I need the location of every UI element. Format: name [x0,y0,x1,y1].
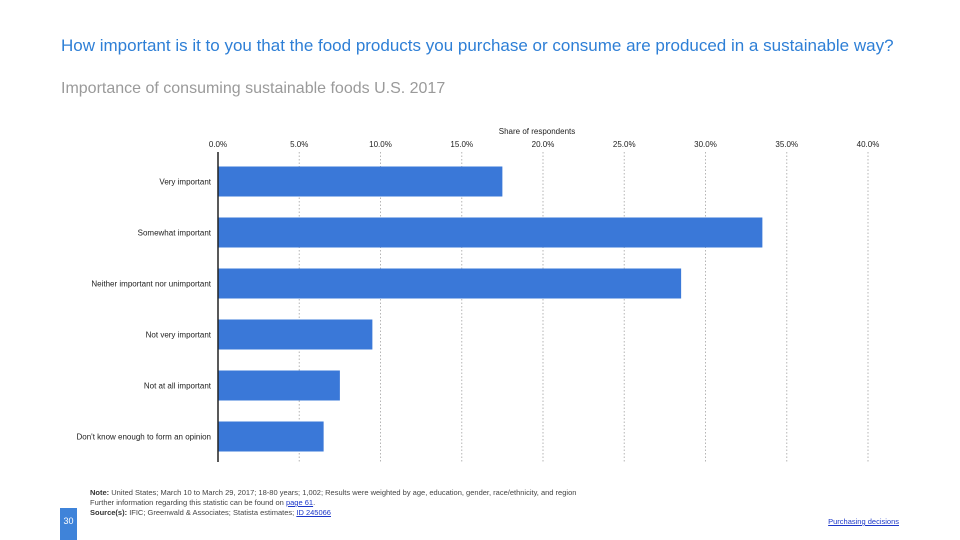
x-tick-label: 5.0% [290,140,308,149]
bar [218,268,682,299]
note-line: Note: United States; March 10 to March 2… [90,488,576,498]
category-label: Don't know enough to form an opinion [76,433,211,442]
category-label: Not very important [146,331,212,340]
x-tick-label: 0.0% [209,140,227,149]
footer-notes: Note: United States; March 10 to March 2… [90,488,576,518]
further-info-link[interactable]: page 61 [285,498,314,507]
x-tick-label: 20.0% [532,140,555,149]
further-info-line: Further information regarding this stati… [90,498,316,507]
source-id-link[interactable]: ID 245066 [296,508,331,517]
bar [218,319,373,350]
bar [218,421,324,452]
source-line: Source(s): IFIC; Greenwald & Associates;… [90,508,576,518]
chart-title: How important is it to you that the food… [61,36,894,55]
bar [218,166,503,197]
x-tick-label: 40.0% [857,140,880,149]
bar [218,370,340,401]
bar [218,217,763,248]
x-tick-label: 35.0% [775,140,798,149]
chart-subtitle: Importance of consuming sustainable food… [61,80,446,97]
note-text: United States; March 10 to March 29, 201… [111,488,577,497]
page-number: 30 [60,508,77,540]
category-label: Neither important nor unimportant [91,280,211,289]
note-label: Note: [90,488,110,497]
further-info-text: Further information regarding this stati… [90,498,284,507]
x-tick-label: 30.0% [694,140,717,149]
category-label: Very important [159,178,211,187]
x-axis-label: Share of respondents [499,127,576,136]
source-text: IFIC; Greenwald & Associates; Statista e… [129,508,295,517]
category-label: Somewhat important [138,229,212,238]
x-tick-label: 25.0% [613,140,636,149]
x-tick-label: 15.0% [450,140,473,149]
category-label: Not at all important [144,382,212,391]
section-link[interactable]: Purchasing decisions [828,517,899,526]
x-tick-label: 10.0% [369,140,392,149]
source-label: Source(s): [90,508,128,517]
